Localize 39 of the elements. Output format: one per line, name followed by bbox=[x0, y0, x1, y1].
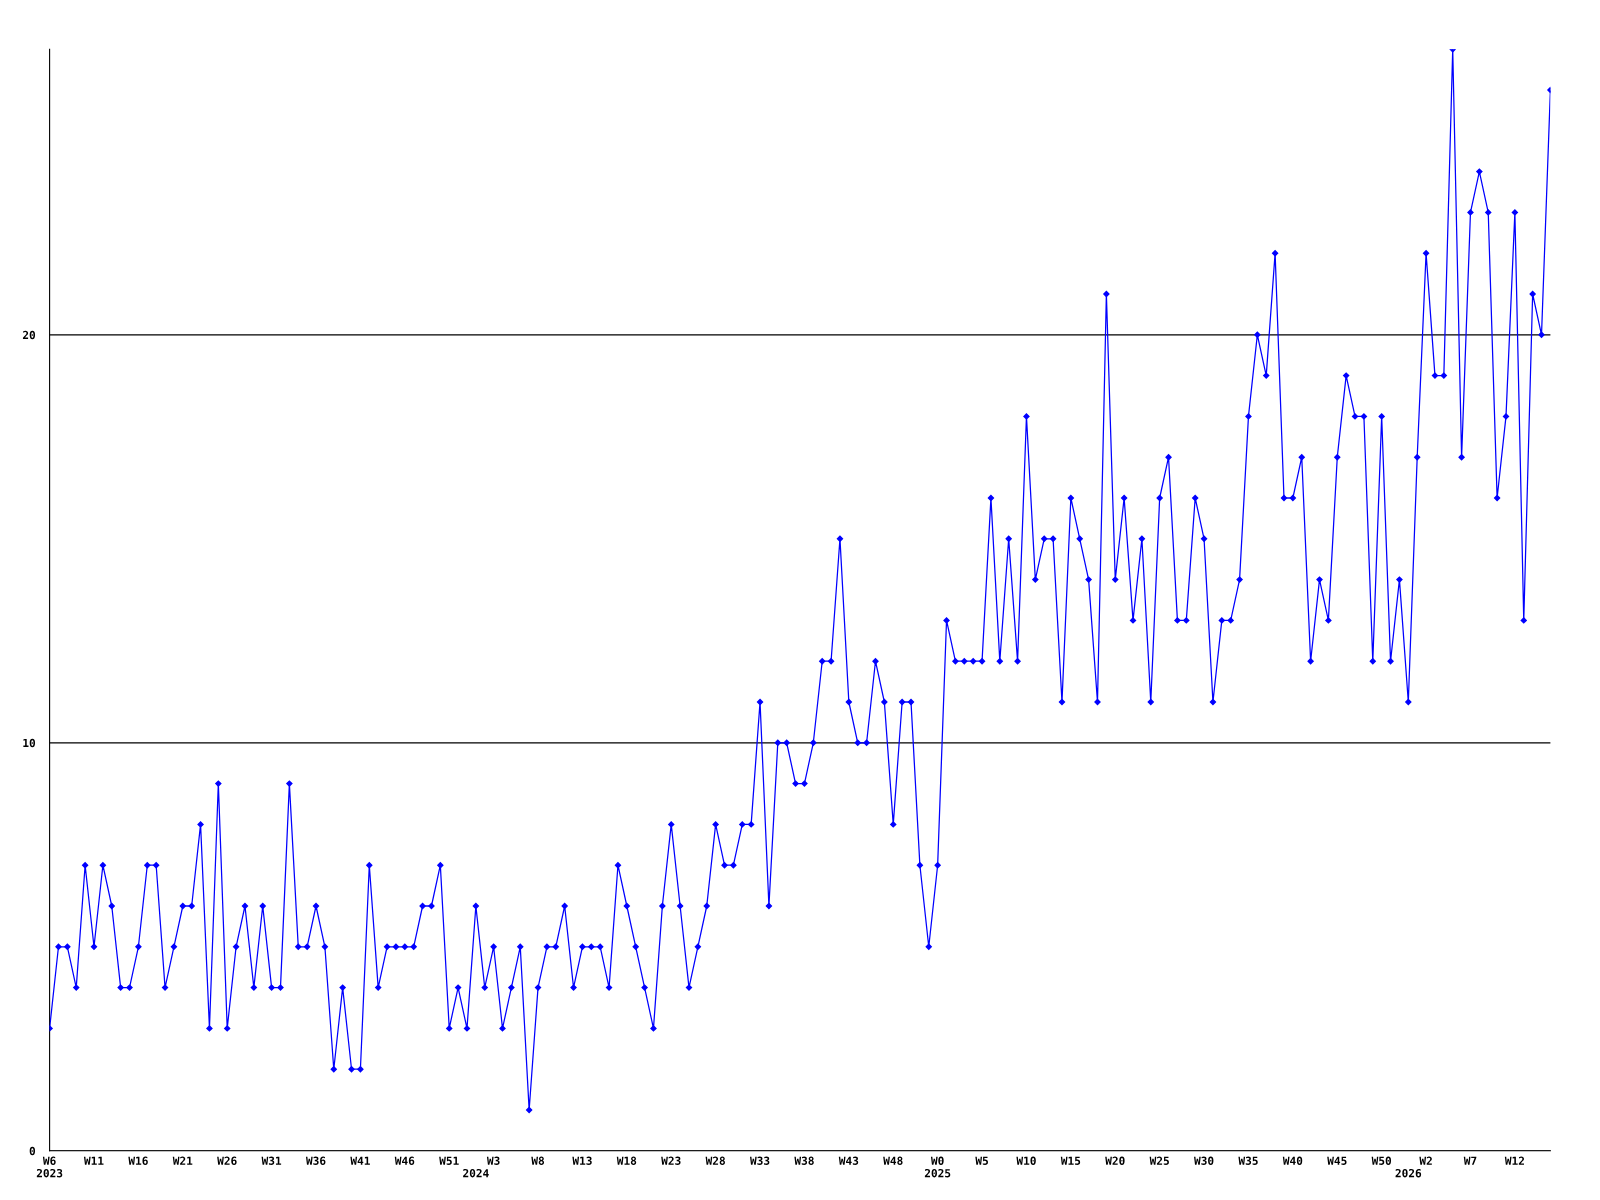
x-tick-label: W2 bbox=[1419, 1156, 1432, 1165]
x-tick-label: W15 bbox=[1060, 1156, 1081, 1165]
x-tick-label: W5 bbox=[975, 1156, 988, 1165]
x-tick-label: W7 bbox=[1463, 1156, 1477, 1165]
x-tick-label: W50 bbox=[1371, 1156, 1392, 1165]
x-tick-label: W40 bbox=[1282, 1156, 1303, 1165]
x-tick-label: W48 bbox=[883, 1156, 903, 1165]
x-tick-label: W0 2025 bbox=[924, 1156, 951, 1178]
x-tick-label: W11 bbox=[83, 1156, 104, 1165]
x-tick-label: W33 bbox=[750, 1156, 770, 1165]
x-tick-label: W16 bbox=[128, 1156, 148, 1165]
x-tick-label: 2024 bbox=[463, 1168, 489, 1178]
y-tick-label: 10 bbox=[23, 738, 36, 748]
x-tick-label: W25 bbox=[1149, 1156, 1169, 1165]
x-tick-label: W3 bbox=[486, 1156, 500, 1165]
x-tick-label: W21 bbox=[172, 1156, 193, 1165]
x-tick-label: W35 bbox=[1238, 1156, 1258, 1165]
x-tick-label: W45 bbox=[1327, 1156, 1347, 1165]
x-tick-label: W36 bbox=[305, 1156, 326, 1165]
x-tick-label: W46 bbox=[394, 1156, 415, 1165]
x-tick-label: W13 bbox=[572, 1156, 592, 1165]
x-tick-label: W20 bbox=[1105, 1156, 1125, 1165]
x-tick-label: W38 bbox=[794, 1156, 814, 1165]
x-tick-label: W51 bbox=[439, 1156, 459, 1165]
y-tick-label: 20 bbox=[22, 330, 36, 340]
x-tick-label: W31 bbox=[261, 1156, 282, 1165]
x-tick-label: W8 bbox=[531, 1156, 545, 1165]
x-tick-label: W12 bbox=[1504, 1156, 1524, 1165]
x-tick-label: W26 bbox=[217, 1156, 237, 1165]
x-tick-label: W18 bbox=[616, 1156, 637, 1165]
x-tick-label: W43 bbox=[838, 1156, 859, 1165]
x-tick-label: 2026 bbox=[1395, 1168, 1422, 1178]
x-tick-label: W28 bbox=[705, 1156, 725, 1165]
x-tick-label: W6 2023 bbox=[36, 1156, 63, 1178]
x-tick-label: W41 bbox=[350, 1156, 370, 1165]
x-tick-label: W10 bbox=[1016, 1156, 1036, 1165]
y-tick-label: 0 bbox=[29, 1146, 36, 1156]
x-tick-label: W30 bbox=[1194, 1156, 1214, 1165]
x-tick-label: W23 bbox=[661, 1156, 681, 1165]
